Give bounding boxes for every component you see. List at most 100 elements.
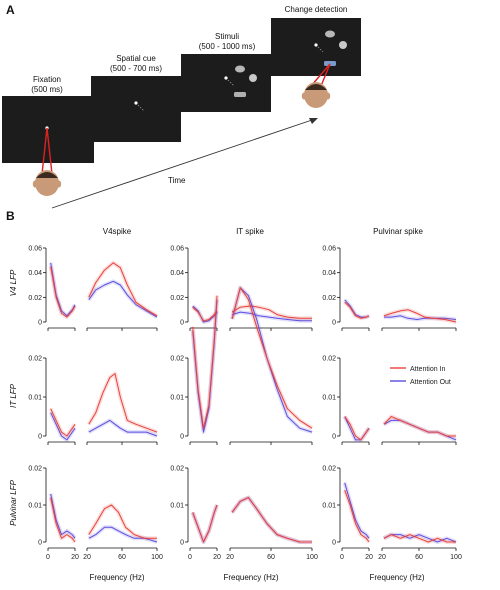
- y-tick-label: 0.04: [170, 270, 184, 277]
- x-tick-label: 20: [365, 554, 373, 561]
- y-tick-label: 0.01: [28, 395, 42, 402]
- legend-label-attention-in: Attention In: [410, 366, 446, 373]
- attention-out-low-line: [344, 482, 370, 539]
- y-tick-label: 0.06: [28, 246, 42, 253]
- stage-fixation: Fixation (500 ms): [2, 75, 94, 196]
- attention-out-low-line: [50, 493, 76, 539]
- y-tick-label: 0.06: [170, 246, 184, 253]
- attention-in-high-sem-band: [382, 414, 456, 438]
- attention-in-high-line: [383, 416, 456, 437]
- row-label-pulvinar: Pulvinar LFP: [9, 479, 18, 525]
- x-tick-label: 100: [151, 554, 163, 561]
- y-tick-label: 0.04: [322, 270, 336, 277]
- attention-in-high-line: [231, 305, 312, 319]
- attention-out-high-line: [383, 315, 457, 320]
- x-tick-label: 20: [71, 554, 79, 561]
- attention-in-high-line: [383, 309, 457, 323]
- gaze-line: [320, 63, 331, 87]
- x-tick-label: 60: [267, 554, 275, 561]
- lfp-spectra-grid: 0 0.02 0.04 0.06 0 0.02 0.04 0.06 0 0.02 0.04 0.06 0…: [28, 246, 462, 562]
- attention-in-low-line: [344, 416, 370, 441]
- attention-in-high-line: [88, 504, 157, 539]
- legend-label-attention-out: Attention Out: [410, 379, 451, 386]
- panel-b-label: B: [6, 209, 15, 223]
- attention-in-low-line: [192, 306, 218, 322]
- y-tick-label: 0.04: [28, 270, 42, 277]
- attention-in-low-line: [344, 301, 370, 319]
- screen: [2, 96, 94, 163]
- column-title-v4: V4spike: [103, 227, 132, 236]
- attention-in-high-line: [88, 373, 158, 433]
- y-tick-label: 0: [332, 434, 336, 441]
- y-tick-label: 0.01: [28, 503, 42, 510]
- attention-in-low-line: [192, 295, 218, 429]
- y-tick-label: 0.02: [28, 466, 42, 473]
- y-tick-label: 0.01: [322, 503, 336, 510]
- lfp-panel: 0 0.02 0.04 0.06: [28, 246, 159, 331]
- attention-in-high-line: [231, 287, 313, 429]
- attention-in-low-line: [50, 408, 76, 437]
- stimulus-object: [325, 30, 335, 38]
- stage-title: Stimuli: [215, 32, 239, 41]
- x-tick-label: 20: [226, 554, 234, 561]
- y-tick-label: 0.01: [170, 395, 184, 402]
- x-tick-label: 0: [340, 554, 344, 561]
- x-tick-label: 0: [188, 554, 192, 561]
- lfp-panel: 0 0.02 0.04 0.06: [322, 246, 457, 331]
- y-tick-label: 0: [180, 320, 184, 327]
- attention-in-low-line: [50, 497, 76, 543]
- stimulus-face: [249, 74, 257, 82]
- x-tick-label: 0: [46, 554, 50, 561]
- fixation-dot: [224, 76, 228, 80]
- attention-in-high-sem-band: [230, 495, 312, 544]
- attention-out-high-line: [88, 280, 158, 318]
- attention-out-high-line: [88, 419, 158, 437]
- stage-change-detection: Change detection: [271, 5, 361, 108]
- y-tick-label: 0.02: [322, 295, 336, 302]
- attention-in-high-sem-band: [230, 285, 314, 430]
- screen: [91, 76, 181, 142]
- fixation-dot: [314, 43, 318, 47]
- stage-spatial-cue: Spatial cue (500 - 700 ms): [91, 54, 181, 142]
- attention-in-low-line: [192, 504, 218, 543]
- lfp-panel: 0 0.01 0.02 0 20 20 60 100: [28, 466, 163, 562]
- xlabel-col2: Frequency (Hz): [223, 573, 278, 582]
- attention-out-high-line: [88, 526, 158, 543]
- attention-in-high-line: [88, 262, 158, 317]
- changed-stimulus: [324, 61, 336, 66]
- y-tick-label: 0.01: [322, 395, 336, 402]
- cue-line: [137, 104, 145, 112]
- cue-line: [317, 46, 324, 53]
- stimulus-object: [235, 65, 245, 73]
- screen: [271, 18, 361, 76]
- panel-a-label: A: [6, 3, 15, 17]
- attention-out-high-line: [231, 497, 312, 543]
- lfp-panel: 0 0.01 0.02: [28, 356, 158, 445]
- y-tick-label: 0: [180, 434, 184, 441]
- head-icon: [301, 82, 331, 108]
- attention-out-low-line: [50, 412, 76, 441]
- y-tick-label: 0.02: [28, 295, 42, 302]
- attention-in-high-line: [231, 497, 312, 543]
- stage-duration: (500 ms): [31, 85, 63, 94]
- head-icon: [32, 170, 62, 196]
- y-tick-label: 0.06: [322, 246, 336, 253]
- stage-title: Change detection: [285, 5, 348, 14]
- stage-duration: (500 - 1000 ms): [199, 42, 256, 51]
- column-title-pulvinar: Pulvinar spike: [373, 227, 423, 236]
- attention-in-low-line: [50, 266, 76, 318]
- time-label: Time: [168, 176, 186, 185]
- stimulus-face: [339, 41, 347, 49]
- lfp-panel: 0 0.01 0.02: [170, 285, 314, 445]
- stage-stimuli: Stimuli (500 - 1000 ms): [181, 32, 271, 112]
- time-arrow: [51, 118, 318, 209]
- y-tick-label: 0: [332, 540, 336, 547]
- lfp-panel: 0 0.01 0.02 0 20 20 60 100: [170, 466, 318, 562]
- column-title-it: IT spike: [236, 227, 264, 236]
- attention-out-high-line: [231, 311, 312, 322]
- stimulus-object: [234, 92, 246, 97]
- gaze-line: [46, 127, 53, 175]
- gaze-line: [41, 127, 48, 175]
- lfp-panel: 0 0.01 0.02: [322, 356, 457, 445]
